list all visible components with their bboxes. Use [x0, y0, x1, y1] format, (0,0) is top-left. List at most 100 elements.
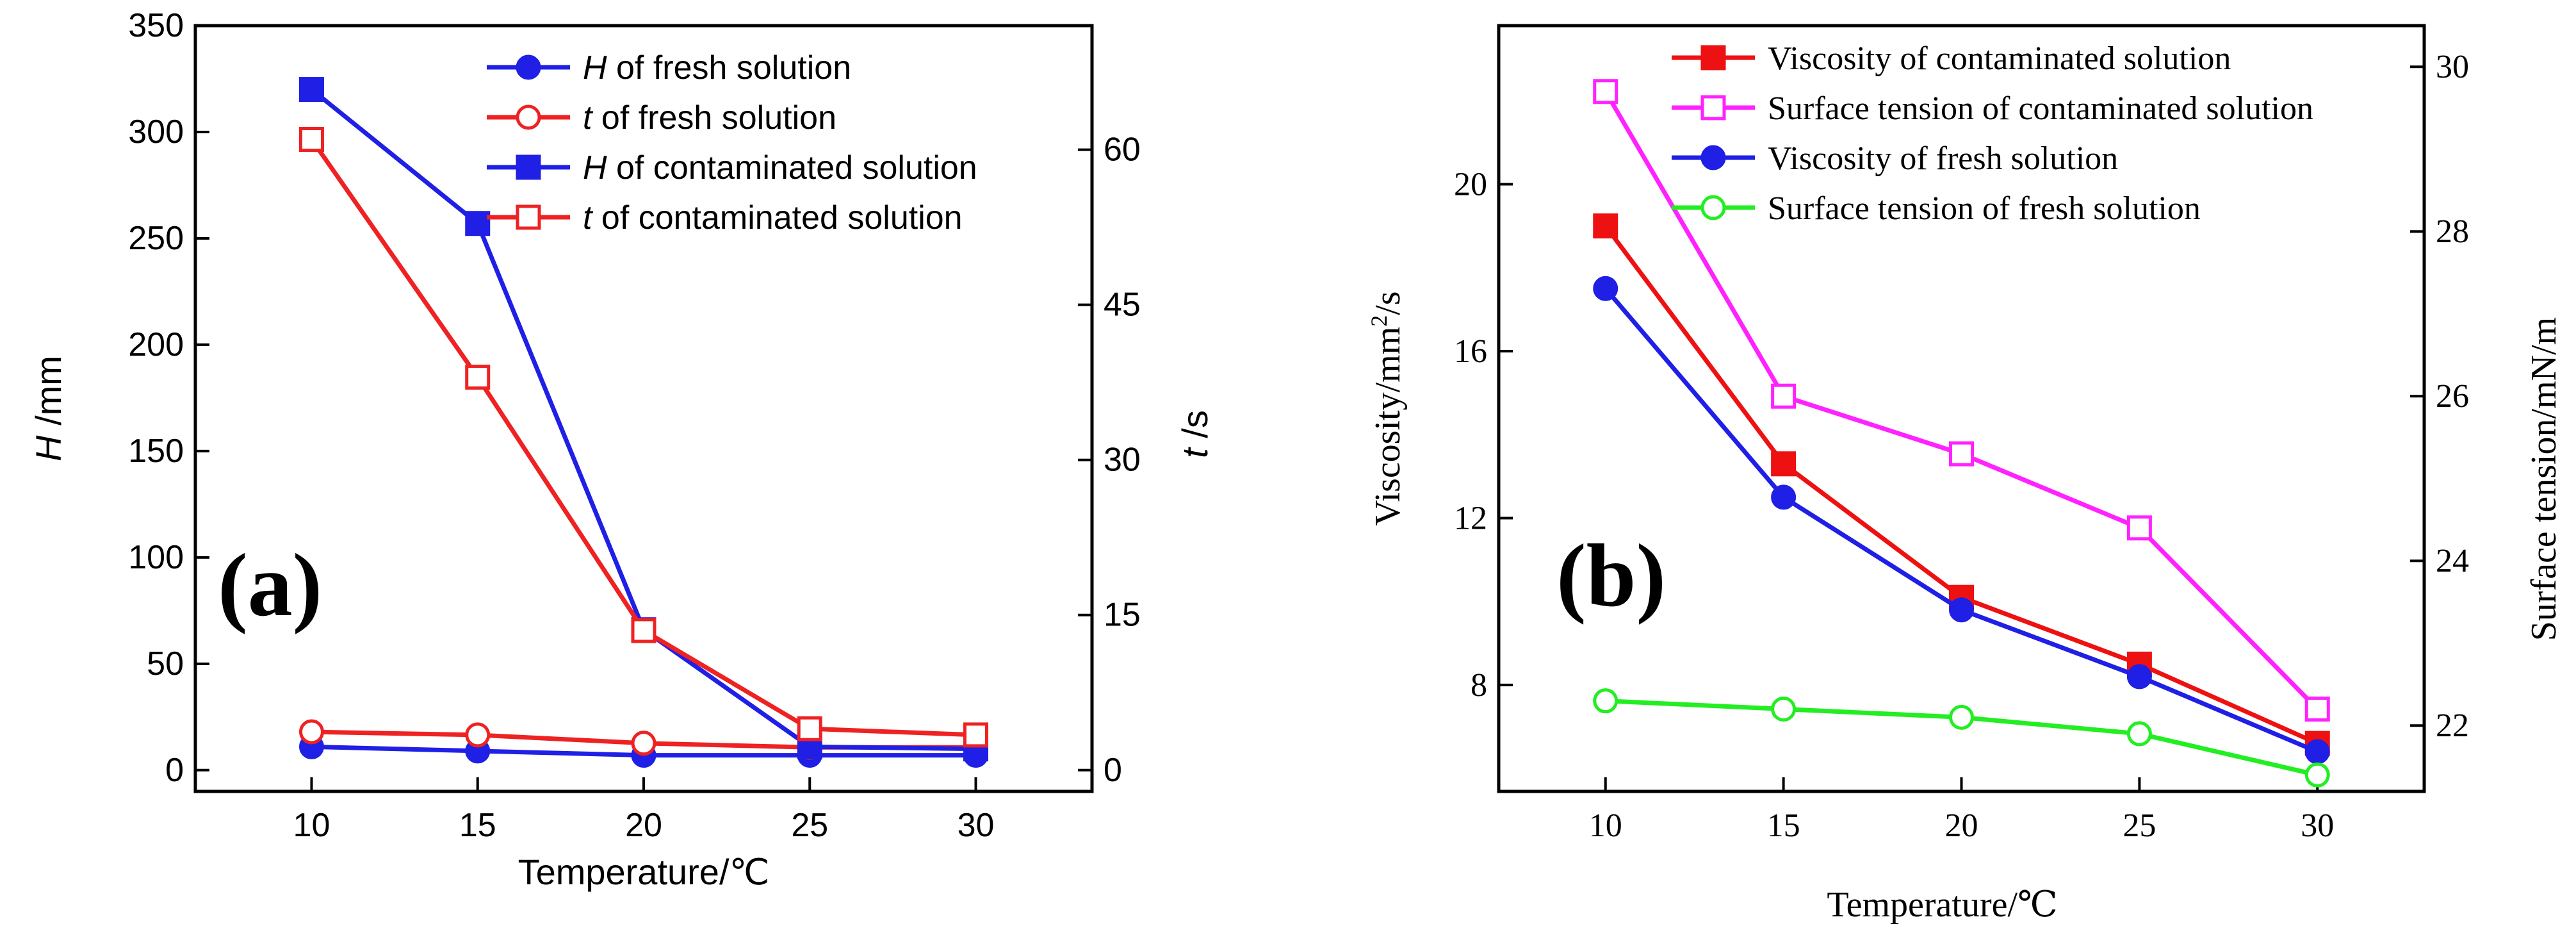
series-1: [298, 719, 989, 760]
legend-label: H of fresh solution: [583, 49, 851, 87]
x-tick-label: 30: [958, 807, 995, 844]
legend-marker: [516, 54, 541, 80]
legend-item: H of contaminated solution: [487, 149, 977, 186]
y-tick-label: 8: [1471, 667, 1487, 704]
y2-tick-label: 60: [1104, 131, 1141, 169]
series-line: [1603, 224, 2319, 746]
x-tick-label: 30: [2301, 807, 2334, 844]
x-axis-label: Temperature/℃: [518, 852, 770, 892]
y-tick-label: 12: [1454, 500, 1487, 536]
legend-label: Surface tension of fresh solution: [1768, 190, 2201, 227]
legend-item: Surface tension of fresh solution: [1672, 190, 2201, 227]
y2-tick-label: 45: [1104, 286, 1141, 324]
series-2: [1593, 276, 2330, 764]
data-point: [1949, 597, 1974, 623]
legend-marker: [1700, 45, 1726, 70]
panel-b: 8 12 16 20 22 24 26 28 30 10 15 20 25 30 Temperature/℃…: [1366, 24, 2564, 925]
x-tick-label: 25: [791, 807, 828, 844]
y2-tick-label: 28: [2436, 213, 2469, 250]
series-line: [310, 87, 976, 752]
y-tick-label: 350: [128, 7, 184, 44]
legend-label: Viscosity of contaminated solution: [1768, 40, 2231, 77]
data-point: [1771, 451, 1797, 477]
y-tick-label: 50: [147, 645, 184, 682]
legend-item: H of fresh solution: [487, 49, 851, 87]
series-3: [298, 126, 989, 748]
series-1: [1593, 79, 2330, 722]
legend-label: t of fresh solution: [583, 99, 836, 136]
y2-tick-label: 24: [2436, 543, 2469, 579]
series-3: [1593, 688, 2330, 788]
data-point: [1593, 213, 1618, 239]
series-0: [1593, 213, 2330, 756]
data-point: [1593, 79, 1618, 104]
data-point: [2304, 739, 2330, 764]
x-tick-label: 15: [1767, 807, 1800, 844]
legend-marker: [1700, 145, 1726, 170]
data-point: [2126, 664, 2152, 690]
y-tick-label: 100: [128, 539, 184, 576]
y2-tick-label: 30: [1104, 442, 1141, 479]
data-point: [631, 618, 656, 643]
legend-marker: [516, 154, 541, 180]
data-point: [1771, 697, 1797, 722]
legend: Viscosity of contaminated solution Surfac…: [1672, 40, 2313, 227]
data-point: [797, 716, 822, 741]
y2-tick-label: 0: [1104, 752, 1122, 789]
series-line: [1604, 287, 2319, 754]
data-point: [963, 722, 989, 748]
x-axis-label: Temperature/℃: [1827, 885, 2057, 925]
y2-tick-label: 22: [2436, 707, 2469, 744]
legend: H of fresh solution t of fresh solution H …: [487, 49, 977, 236]
data-point: [631, 731, 656, 756]
data-point: [2126, 515, 2152, 541]
data-point: [1771, 484, 1797, 510]
data-point: [1949, 441, 1974, 467]
y2-tick-label: 26: [2436, 378, 2469, 415]
legend-label: t of contaminated solution: [583, 199, 963, 236]
y-tick-label: 200: [128, 326, 184, 363]
legend-item: Viscosity of fresh solution: [1672, 140, 2118, 177]
legend-label: H of contaminated solution: [583, 149, 977, 186]
data-point: [1949, 704, 1974, 730]
data-point: [465, 722, 491, 748]
data-point: [298, 126, 324, 152]
x-tick-label: 20: [1945, 807, 1978, 844]
data-point: [465, 211, 491, 236]
y-tick-label: 300: [128, 113, 184, 151]
y-tick-label: 16: [1454, 333, 1487, 370]
y2-axis-label: t /s: [1175, 410, 1215, 458]
legend-marker: [516, 204, 541, 230]
x-tick-label: 10: [293, 807, 330, 844]
legend-item: Surface tension of contaminated solution: [1672, 90, 2313, 127]
data-point: [1593, 276, 1618, 301]
legend-marker: [1700, 195, 1726, 220]
y-axis-label: H /mm: [28, 356, 69, 461]
data-point: [298, 77, 324, 103]
y2-tick-label: 15: [1104, 597, 1141, 634]
legend-item: t of contaminated solution: [487, 199, 963, 236]
data-point: [2304, 697, 2330, 722]
y-tick-label: 0: [165, 752, 184, 789]
legend-label: Viscosity of fresh solution: [1768, 140, 2118, 177]
legend-marker: [1700, 95, 1726, 120]
y-tick-label: 20: [1454, 166, 1487, 202]
y2-tick-label: 30: [2436, 49, 2469, 85]
x-tick-label: 20: [625, 807, 662, 844]
data-point: [2304, 762, 2330, 788]
legend-marker: [516, 104, 541, 130]
x-tick-label: 15: [459, 807, 496, 844]
x-tick-label: 25: [2123, 807, 2156, 844]
panel-label: (a): [218, 536, 322, 635]
x-tick-label: 10: [1589, 807, 1622, 844]
panel-label: (b): [1556, 526, 1666, 625]
legend-label: Surface tension of contaminated solution: [1768, 90, 2313, 127]
y-tick-label: 250: [128, 220, 184, 257]
panel-a: 0 50 100 150 200 250 300 350 0 15 30 45 60 10 15 20 25 30…: [28, 7, 1215, 892]
legend-item: t of fresh solution: [487, 99, 836, 136]
data-point: [465, 365, 491, 390]
data-point: [1593, 688, 1618, 714]
data-point: [2126, 721, 2152, 747]
y-axis-label: Viscosity/mm2/s: [1366, 291, 1408, 525]
